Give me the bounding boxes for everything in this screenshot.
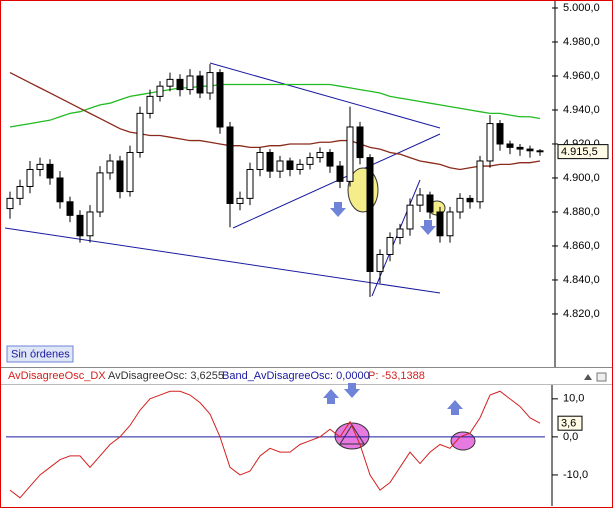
candle-body xyxy=(366,157,374,272)
candle-body xyxy=(146,95,154,114)
candle-body xyxy=(506,143,514,148)
candle-body xyxy=(406,204,414,230)
candle-body xyxy=(16,185,24,199)
candle-body xyxy=(96,172,104,213)
candle-body xyxy=(156,85,164,97)
highlight-ellipse xyxy=(334,422,370,450)
moving-average xyxy=(9,83,541,128)
candle-body xyxy=(326,151,334,167)
candle-body xyxy=(246,168,254,199)
y-tick-label: -10,0 xyxy=(563,469,588,481)
candle-body xyxy=(336,165,344,182)
candle-body xyxy=(466,197,474,203)
last-value-box xyxy=(557,415,583,431)
highlight-ellipse xyxy=(450,431,476,451)
osc-header: AvDisagreeOsc_DX xyxy=(8,370,106,382)
scroll-up[interactable] xyxy=(584,374,592,380)
candle-body xyxy=(436,211,444,237)
orders-button[interactable] xyxy=(6,345,74,363)
candle-body xyxy=(416,194,424,206)
candle-body xyxy=(486,123,494,162)
arrow-up xyxy=(447,400,463,415)
candle-body xyxy=(226,126,234,204)
y-tick-label: 4.880,0 xyxy=(563,206,600,218)
candle-body xyxy=(536,150,544,153)
candle-body xyxy=(56,177,64,203)
candle-body xyxy=(266,151,274,172)
candle-body xyxy=(286,160,294,170)
candle-body xyxy=(116,160,124,193)
y-tick-label: 4.940,0 xyxy=(563,104,600,116)
candle-body xyxy=(516,146,524,150)
candle-body xyxy=(316,151,324,159)
candle-body xyxy=(6,197,14,210)
arrow-down xyxy=(330,202,346,217)
candle-body xyxy=(206,72,214,94)
candle-body xyxy=(396,228,404,238)
arrow-down xyxy=(344,383,360,398)
moving-average xyxy=(9,72,541,171)
candle-body xyxy=(176,78,184,91)
triangle xyxy=(339,424,365,445)
trend-line xyxy=(4,227,441,294)
y-tick-label: 5.000,0 xyxy=(563,2,600,14)
candle-body xyxy=(446,211,454,237)
arrow-down xyxy=(420,220,436,235)
candle-body xyxy=(76,214,84,237)
y-tick-label: 10,0 xyxy=(563,393,584,405)
arrow-up xyxy=(323,389,339,404)
candle-body xyxy=(166,78,174,87)
candle-body xyxy=(356,126,364,159)
candle-body xyxy=(346,126,354,182)
candle-body xyxy=(476,160,484,203)
last-value-box xyxy=(557,144,609,160)
candle-body xyxy=(276,160,284,172)
candle-body xyxy=(256,151,264,170)
osc-header: AvDisagreeOsc: 3,6255 xyxy=(108,370,224,382)
candle-body xyxy=(106,160,114,174)
candle-body xyxy=(496,123,504,145)
last-value-label: 3,6 xyxy=(561,418,576,430)
oscillator-line xyxy=(9,390,541,499)
trend-line xyxy=(209,62,441,129)
candle-body xyxy=(296,163,304,170)
candle-body xyxy=(36,163,44,170)
candle-body xyxy=(236,197,244,204)
y-tick-label: 4.900,0 xyxy=(563,172,600,184)
y-tick-label: 4.840,0 xyxy=(563,274,600,286)
candle-body xyxy=(306,157,314,165)
candle-body xyxy=(386,236,394,255)
candle-body xyxy=(136,112,144,153)
candle-body xyxy=(196,75,204,94)
y-tick-label: 4.820,0 xyxy=(563,308,600,320)
candle-body xyxy=(456,197,464,213)
candle-body xyxy=(26,168,34,187)
y-tick-label: 0,0 xyxy=(563,431,578,443)
candle-body xyxy=(376,253,384,272)
osc-header: Band_AvDisagreeOsc: 0,0000 xyxy=(222,370,370,382)
y-tick-label: 4.860,0 xyxy=(563,240,600,252)
y-tick-label: 4.960,0 xyxy=(563,70,600,82)
last-value-label: 4.915,5 xyxy=(561,146,598,158)
candle-body xyxy=(66,201,74,216)
candle-body xyxy=(46,163,54,179)
candle-body xyxy=(426,194,434,213)
orders-button-label[interactable]: Sin órdenes xyxy=(11,348,70,360)
candle-body xyxy=(216,72,224,128)
candle-body xyxy=(86,211,94,237)
scroll-box[interactable] xyxy=(596,372,607,382)
osc-header: P: -53,1388 xyxy=(368,370,425,382)
candle-body xyxy=(526,148,534,152)
candle-body xyxy=(186,75,194,91)
y-tick-label: 4.980,0 xyxy=(563,36,600,48)
candle-body xyxy=(126,151,134,193)
